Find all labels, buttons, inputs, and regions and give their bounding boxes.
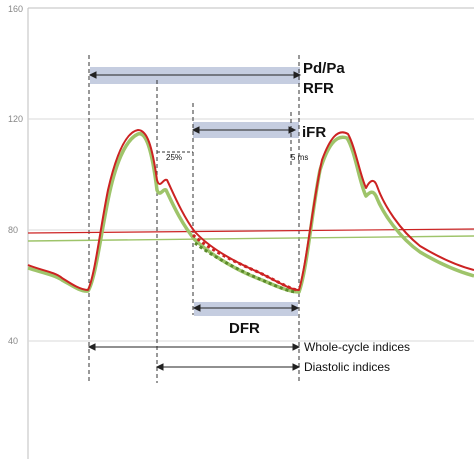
vertical-markers [88,55,300,383]
whole-cycle-arrow [87,343,301,351]
ifr-arrow [191,126,297,134]
y-tick-160: 160 [8,4,23,14]
y-tick-120: 120 [8,114,23,124]
ifr-label: iFR [302,124,326,141]
y-tick-40: 40 [8,336,18,346]
dfr-band [194,302,298,316]
whole-cycle-label: Whole-cycle indices [304,340,410,354]
pdpa-rfr-arrow [88,71,302,79]
pressure-curve-pa [27,129,474,291]
diastolic-dotted-pd [194,241,298,294]
dfr-label: DFR [229,320,260,337]
dfr-arrow [192,304,300,312]
pct25-label: 25% [166,153,182,162]
pdpa-label: Pd/Pa [303,60,345,77]
rfr-label: RFR [303,80,334,97]
diastolic-arrow [155,363,301,371]
ms5-label: 5 ms [291,153,308,162]
y-tick-80: 80 [8,225,18,235]
diastolic-dotted-pa [192,233,298,292]
diastolic-label: Diastolic indices [304,360,390,374]
